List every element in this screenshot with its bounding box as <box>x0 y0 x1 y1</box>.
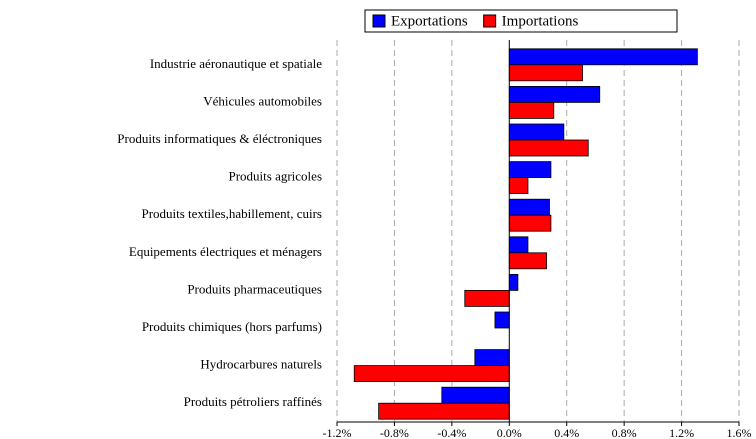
bar <box>508 64 583 82</box>
y-tick-label: Véhicules automobiles <box>203 93 322 108</box>
y-tick-label: Produits textiles,habillement, cuirs <box>141 206 322 221</box>
bar <box>508 161 552 179</box>
bar <box>474 349 510 367</box>
bar <box>508 177 529 195</box>
bar <box>441 386 510 404</box>
legend-label: Exportations <box>391 13 468 29</box>
legend-swatch <box>483 14 497 28</box>
bar <box>508 236 529 254</box>
x-tick-label: 0.8% <box>612 426 637 439</box>
bar <box>464 289 510 307</box>
y-tick-label: Produits informatiques & éléctroniques <box>117 131 322 146</box>
x-tick-label: 0.0% <box>497 426 522 439</box>
y-tick-label: Hydrocarbures naturels <box>200 357 322 372</box>
y-tick-label: Industrie aéronautique et spatiale <box>150 56 322 71</box>
legend-box <box>364 9 678 33</box>
x-tick-label: 1.6% <box>727 426 752 439</box>
legend-label: Importations <box>502 13 579 29</box>
y-tick-label: Equipements électriques et ménagers <box>129 244 322 259</box>
bar <box>378 402 510 420</box>
bar <box>508 102 555 119</box>
bar <box>508 273 519 291</box>
x-tick-label: -1.2% <box>323 426 352 439</box>
y-tick-label: Produits pharmaceutiques <box>187 281 322 296</box>
bar <box>508 86 601 103</box>
bar <box>508 214 552 232</box>
bar <box>353 365 510 383</box>
x-tick-label: -0.8% <box>380 426 409 439</box>
x-tick-label: 0.4% <box>554 426 579 439</box>
bar <box>508 252 548 270</box>
x-tick-label: -0.4% <box>437 426 466 439</box>
y-tick-label: Produits agricoles <box>228 169 322 184</box>
y-tick-label: Produits chimiques (hors parfums) <box>142 319 322 334</box>
legend-swatch <box>372 14 386 28</box>
y-tick-label: Produits pétroliers raffinés <box>184 394 322 409</box>
bar <box>494 311 510 329</box>
bar <box>508 48 698 66</box>
bar <box>508 139 589 157</box>
bar <box>508 123 565 141</box>
bar <box>508 198 550 216</box>
x-tick-label: 1.2% <box>669 426 694 439</box>
